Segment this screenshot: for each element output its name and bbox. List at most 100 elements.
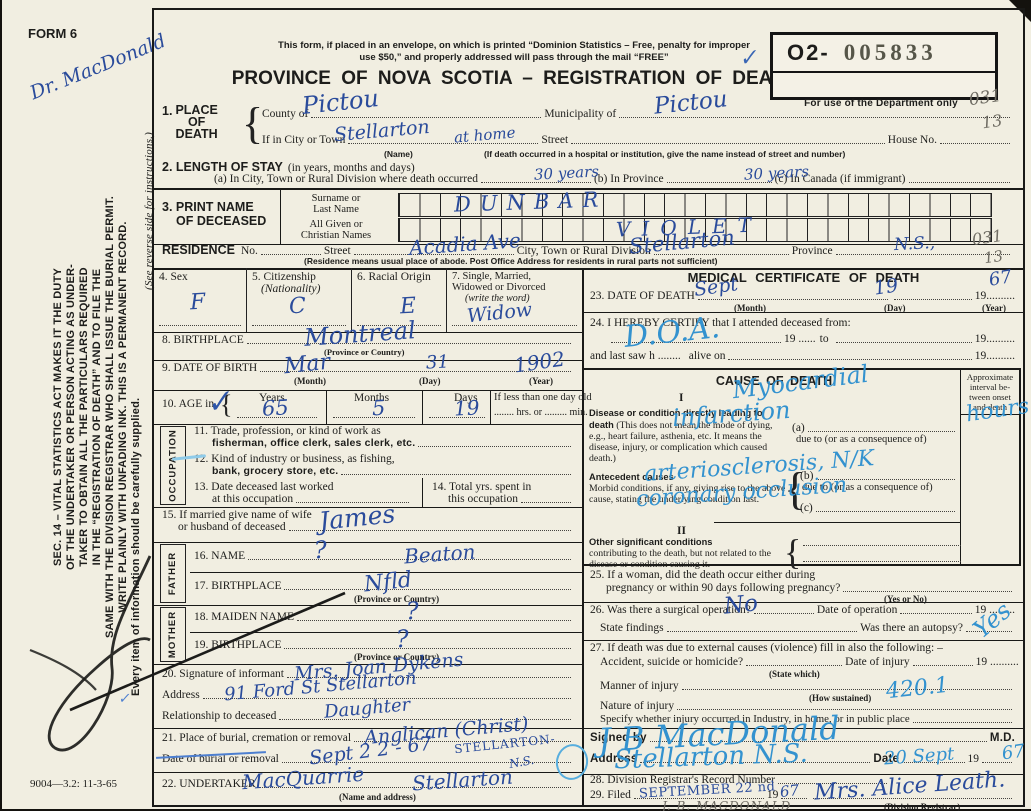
age-days-value: 19 [453, 395, 481, 421]
field-1-brace: { [242, 99, 264, 148]
field-2-subtitle: (in years, months and days) [287, 162, 415, 174]
divider [326, 390, 328, 424]
county-value: Pictou [300, 84, 381, 120]
blank-line [912, 719, 1012, 723]
field-12-label-1: 12. Kind of industry or business, as fis… [194, 453, 395, 465]
how-sustained-note: (How sustained) [809, 693, 872, 703]
sidebar-notice: SEC. 14 – VITAL STATISTICS ACT MAKES IT … [52, 132, 156, 702]
residence-row: RESIDENCE No. Street City, Town or Rural… [154, 225, 1023, 270]
sidebar-line: WRITE PLAINLY WITH UNFADING INK. THIS IS… [117, 221, 129, 613]
field-17-label: 17. BIRTHPLACE [194, 580, 282, 592]
sidebar-line: SEC. 14 – VITAL STATISTICS ACT MAKES IT … [52, 267, 64, 567]
field-24-line2: 19 ...... to 19.......... [608, 333, 1015, 345]
surname-label: Surname or Last Name [282, 193, 390, 215]
blank-line [843, 588, 1012, 592]
scan-edge-left [0, 0, 2, 811]
cause-b-line: (b) [800, 470, 958, 482]
age-less-label: If less than one day old [494, 392, 592, 403]
field-1-number: 1. [162, 104, 173, 118]
field-8-label: 8. BIRTHPLACE [162, 334, 244, 346]
father-side-text: FATHER [167, 551, 179, 596]
residence-city-label: City, Town or Rural Division [516, 245, 651, 257]
county-line: County of Municipality of [262, 108, 1013, 120]
other-conditions-rest: contributing to the death, but not relat… [589, 547, 772, 570]
divider [190, 572, 582, 574]
field-1-title-2: OF [187, 115, 206, 129]
informant-address-label: Address [162, 689, 200, 701]
field-2-line: (a) In City, Town or Rural Division wher… [214, 173, 1013, 185]
state-which-note: (State which) [769, 669, 820, 679]
interval-header-3: tween onset [969, 392, 1011, 402]
field-5-citizenship: 5. Citizenship (Nationality) C [247, 268, 352, 332]
field-24-year1: 19 ...... [784, 333, 816, 345]
field-3-title-2: OF DECEASED [176, 214, 267, 228]
given-names-label-1: All Given or [309, 219, 363, 230]
blank-line [807, 428, 955, 432]
cause-a-label: (a) [792, 422, 805, 434]
birth-day-value: 31 [425, 351, 450, 374]
field-8-note: (Province or Country) [324, 347, 405, 357]
field-9-month-note: (Month) [294, 376, 326, 386]
sex-value: F [189, 289, 206, 316]
informant-signature-line: 20. Signature of informant [162, 668, 574, 680]
cause-c-label: (c) [800, 502, 813, 514]
field-26-autopsy-label: Was there an autopsy? [860, 622, 963, 634]
blank-line [418, 443, 571, 447]
city-label: If in City or Town [262, 134, 346, 146]
cause-a-value-1: Myocardial [730, 359, 871, 405]
field-15-spouse: 15. If married give name of wife or husb… [154, 499, 582, 543]
blank-line [246, 340, 571, 344]
blank-line [835, 339, 972, 343]
field-29-label: 29. Filed [590, 789, 631, 801]
residence-province-label: Province [791, 245, 833, 257]
municipality-label: Municipality of [544, 108, 617, 120]
blank-line [284, 586, 571, 590]
field-8-birthplace: 8. BIRTHPLACE (Province or Country) Mont… [154, 316, 582, 361]
field-24-year2: 19.......... [974, 333, 1015, 345]
field-24-to: to [819, 333, 829, 345]
cause-of-death-box: Approximate interval be- tween onset and… [582, 360, 1031, 570]
field-10-label: 10. AGE in [162, 398, 215, 410]
blank-line [260, 368, 571, 372]
blank-line [803, 542, 961, 546]
physician-address-line: Address Date 19 [590, 753, 1015, 765]
interval-value: hours [964, 393, 1031, 428]
blank-line [357, 322, 441, 326]
surname-letter-boxes [398, 193, 992, 217]
form-code: 9004—3.2: 11-3-65 [30, 778, 117, 790]
field-24-alive-on: alive on [688, 350, 726, 362]
field-13-label-1: 13. Date deceased last worked [194, 481, 334, 493]
blank-line [341, 471, 571, 475]
cause-header: CAUSE OF DEATH [715, 374, 833, 388]
age-checkmark: ✓ [203, 383, 234, 422]
sidebar-supplied-note: Every item of information should be care… [130, 397, 142, 696]
field-27-accident-line: Accident, suicide or homicide? Date of i… [600, 656, 1019, 668]
field-27-manner-line: Manner of injury [600, 680, 1015, 692]
doa-value: D.O.A. [622, 310, 722, 355]
blank-line [480, 179, 591, 183]
divider [422, 390, 424, 424]
cause-lead-bold: Disease or condition directly leading to… [589, 408, 763, 430]
serial-number: 005833 [843, 40, 937, 65]
blank-line [353, 251, 514, 255]
racial-origin-value: E [399, 293, 417, 320]
blank-line [940, 140, 1010, 144]
blank-line [237, 414, 317, 418]
surname-value: DUNBAR [453, 187, 608, 217]
divider [490, 390, 492, 424]
signed-year-value: 67 [1000, 740, 1027, 765]
residence-label: RESIDENCE [162, 243, 235, 257]
field-14-label-2: this occupation [448, 493, 518, 505]
other-brace: { [784, 532, 802, 572]
surname-label-2: Last Name [313, 204, 359, 215]
residence-note: (Residence means usual place of abode. P… [304, 256, 718, 266]
field-29-line: 29. Filed 19 [590, 789, 1015, 801]
blank-line [429, 414, 485, 418]
death-year-value: 67 [987, 266, 1014, 291]
length-city-value: 30 years [533, 162, 600, 184]
burial-place-line: 21. Place of burial, cremation or remova… [162, 732, 574, 744]
field-25-label-1: 25. If a woman, did the death occur eith… [590, 569, 816, 581]
field-10-brace: { [220, 390, 233, 419]
field-27-nature-label: Nature of injury [600, 700, 675, 712]
signed-by-line: Signed by M.D. [590, 732, 1015, 744]
